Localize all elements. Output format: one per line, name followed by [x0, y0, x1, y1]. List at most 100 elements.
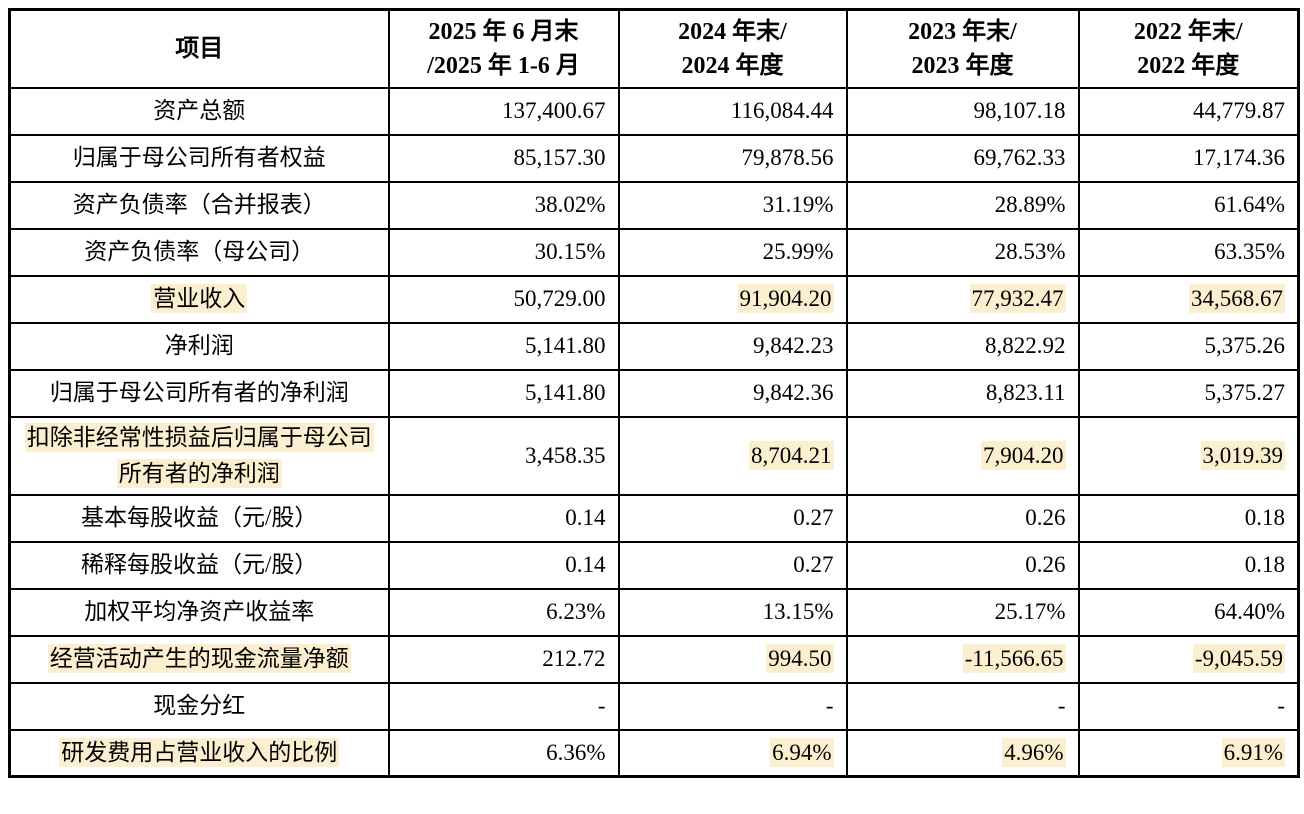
row-value: 0.14: [565, 552, 606, 577]
row-label-cell: 加权平均净资产收益率: [8, 587, 390, 637]
row-label-cell: 经营活动产生的现金流量净额: [8, 634, 390, 684]
row-value-cell: 6.91%: [1077, 728, 1300, 778]
row-value: 69,762.33: [973, 145, 1066, 170]
row-value-cell: 44,779.87: [1077, 86, 1300, 136]
row-label-cell: 归属于母公司所有者的净利润: [8, 368, 390, 418]
row-value: 64.40%: [1214, 599, 1285, 624]
row-value: 79,878.56: [741, 145, 834, 170]
row-value-cell: 25.99%: [617, 227, 848, 277]
row-value: -: [1057, 693, 1066, 718]
row-label-cell: 营业收入: [8, 274, 390, 324]
row-value-cell: 25.17%: [845, 587, 1080, 637]
row-value-cell: 13.15%: [617, 587, 848, 637]
row-label: 营业收入: [151, 284, 248, 313]
row-value-cell: 5,141.80: [387, 321, 620, 371]
row-value-cell: 50,729.00: [387, 274, 620, 324]
row-value-cell: 6.23%: [387, 587, 620, 637]
row-value: 3,019.39: [1200, 440, 1285, 470]
table-row: 经营活动产生的现金流量净额 212.72 994.50 -11,566.65 -9,04…: [8, 634, 1300, 684]
row-value-cell: 28.53%: [845, 227, 1080, 277]
row-value: 17,174.36: [1193, 145, 1285, 170]
row-value: 50,729.00: [513, 286, 606, 311]
row-value: -: [1277, 693, 1285, 718]
row-value: 85,157.30: [513, 145, 606, 170]
row-value-cell: 0.27: [617, 493, 848, 543]
row-value-cell: 0.18: [1077, 540, 1300, 590]
row-value-cell: 4.96%: [845, 728, 1080, 778]
row-label-cell: 资产负债率（合并报表）: [8, 180, 390, 230]
row-value-cell: 0.26: [845, 540, 1080, 590]
row-label: 资产总额: [153, 98, 246, 123]
row-value-cell: 28.89%: [845, 180, 1080, 230]
row-value: -: [597, 693, 606, 718]
row-value: -: [825, 693, 834, 718]
row-value: 116,084.44: [730, 98, 834, 123]
row-label-cell: 稀释每股收益（元/股）: [8, 540, 390, 590]
row-label: 基本每股收益（元/股）: [81, 505, 318, 530]
row-label-cell: 归属于母公司所有者权益: [8, 133, 390, 183]
row-value: 9,842.36: [753, 380, 834, 405]
header-line1: 2025 年 6 月末: [428, 18, 579, 45]
row-value-cell: 34,568.67: [1077, 274, 1300, 324]
row-value-cell: 5,375.26: [1077, 321, 1300, 371]
row-label: 资产负债率（合并报表）: [72, 192, 326, 217]
row-value-cell: 17,174.36: [1077, 133, 1300, 183]
row-value: 0.26: [1025, 552, 1066, 577]
row-label-cell: 资产总额: [8, 86, 390, 136]
row-value: 8,823.11: [985, 380, 1066, 405]
header-cell-2025: 2025 年 6 月末 /2025 年 1-6 月: [387, 8, 620, 89]
row-value-cell: 9,842.23: [617, 321, 848, 371]
row-label: 加权平均净资产收益率: [84, 599, 315, 624]
table-row: 资产负债率（母公司） 30.15% 25.99% 28.53% 63.35%: [8, 227, 1300, 277]
row-value: 212.72: [542, 646, 606, 671]
row-value: -9,045.59: [1192, 644, 1285, 673]
row-value-cell: 0.27: [617, 540, 848, 590]
row-value-cell: -: [387, 681, 620, 731]
row-label: 研发费用占营业收入的比例: [59, 737, 340, 767]
row-value: 0.26: [1025, 505, 1066, 530]
table-row: 资产总额 137,400.67 116,084.44 98,107.18 44,779.…: [8, 86, 1300, 136]
header-cell-item: 项目: [8, 8, 390, 89]
financial-summary-table: 项目 2025 年 6 月末 /2025 年 1-6 月 2024 年末/ 20…: [8, 8, 1300, 778]
row-value-cell: -: [1077, 681, 1300, 731]
row-value-cell: -: [617, 681, 848, 731]
table-body: 资产总额 137,400.67 116,084.44 98,107.18 44,779.…: [8, 86, 1300, 778]
row-value: 137,400.67: [502, 98, 606, 123]
row-value-cell: 8,823.11: [845, 368, 1080, 418]
row-value: 9,842.23: [753, 333, 834, 358]
row-label: 现金分红: [153, 693, 246, 718]
row-label: 净利润: [164, 333, 234, 358]
table-header: 项目 2025 年 6 月末 /2025 年 1-6 月 2024 年末/ 20…: [8, 8, 1300, 89]
header-cell-2022: 2022 年末/ 2022 年度: [1077, 8, 1300, 89]
row-value: 30.15%: [534, 239, 606, 264]
row-value-cell: 7,904.20: [845, 415, 1080, 496]
row-value: 63.35%: [1214, 239, 1285, 264]
row-value: 38.02%: [534, 192, 606, 217]
row-value-cell: -9,045.59: [1077, 634, 1300, 684]
table-row: 净利润 5,141.80 9,842.23 8,822.92 5,375.26: [8, 321, 1300, 371]
row-value: 98,107.18: [973, 98, 1066, 123]
row-value-cell: 5,375.27: [1077, 368, 1300, 418]
header-line2: /2025 年 1-6 月: [427, 52, 580, 79]
row-value: 5,141.80: [525, 380, 606, 405]
row-label: 经营活动产生的现金流量净额: [47, 644, 351, 673]
row-value-cell: 30.15%: [387, 227, 620, 277]
row-value-cell: 8,822.92: [845, 321, 1080, 371]
row-value: 28.89%: [994, 192, 1066, 217]
row-label-cell: 净利润: [8, 321, 390, 371]
row-value: 0.18: [1244, 505, 1285, 530]
row-label: 归属于母公司所有者的净利润: [49, 380, 349, 405]
row-value: 0.18: [1244, 552, 1285, 577]
row-value-cell: 116,084.44: [617, 86, 848, 136]
row-value: 3,458.35: [525, 442, 606, 468]
row-value: 34,568.67: [1189, 284, 1285, 313]
row-value-cell: 98,107.18: [845, 86, 1080, 136]
table-row: 扣除非经常性损益后归属于母公司所有者的净利润 3,458.35 8,704.21 7,…: [8, 415, 1300, 496]
row-value: 4.96%: [1002, 737, 1066, 767]
row-value: 5,375.26: [1204, 333, 1286, 358]
row-value: 91,904.20: [737, 284, 834, 313]
row-label-cell: 基本每股收益（元/股）: [8, 493, 390, 543]
row-value-cell: 64.40%: [1077, 587, 1300, 637]
row-value: 25.99%: [762, 239, 834, 264]
row-value-cell: 9,842.36: [617, 368, 848, 418]
